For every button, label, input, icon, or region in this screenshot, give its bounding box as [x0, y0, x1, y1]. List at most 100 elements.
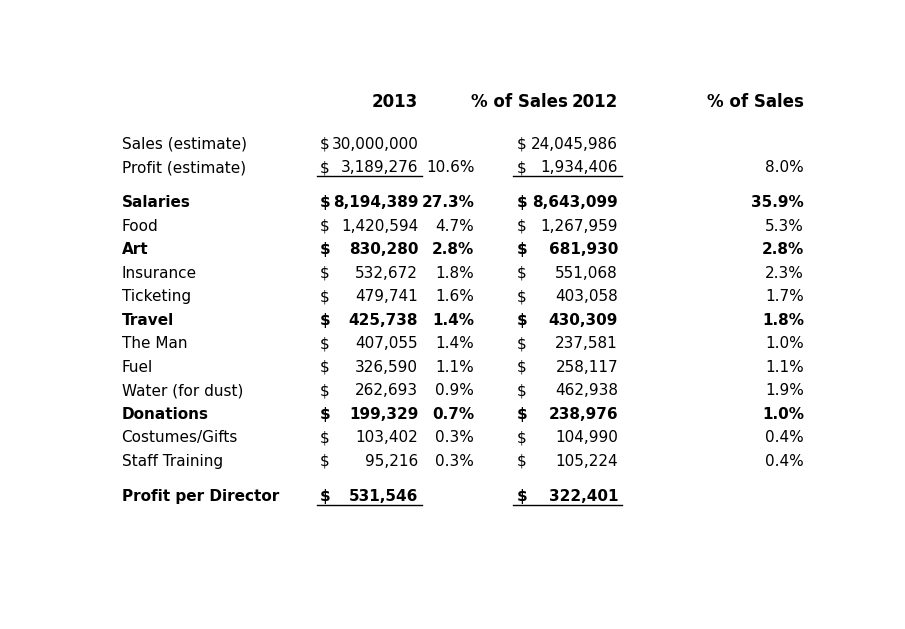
- Text: 4.7%: 4.7%: [435, 219, 474, 234]
- Text: 1.1%: 1.1%: [435, 360, 474, 375]
- Text: $: $: [517, 489, 527, 504]
- Text: 2.3%: 2.3%: [765, 266, 804, 281]
- Text: 322,401: 322,401: [548, 489, 618, 504]
- Text: $: $: [320, 136, 329, 152]
- Text: Profit (estimate): Profit (estimate): [121, 160, 245, 175]
- Text: Art: Art: [121, 242, 148, 257]
- Text: 1,420,594: 1,420,594: [341, 219, 418, 234]
- Text: % of Sales: % of Sales: [471, 93, 567, 111]
- Text: $: $: [320, 266, 329, 281]
- Text: 1.4%: 1.4%: [433, 313, 474, 328]
- Text: $: $: [517, 136, 526, 152]
- Text: 1.1%: 1.1%: [766, 360, 804, 375]
- Text: Food: Food: [121, 219, 158, 234]
- Text: 1.8%: 1.8%: [435, 266, 474, 281]
- Text: $: $: [320, 242, 330, 257]
- Text: Staff Training: Staff Training: [121, 454, 223, 469]
- Text: 1.0%: 1.0%: [762, 407, 804, 422]
- Text: 462,938: 462,938: [555, 383, 618, 398]
- Text: 8,643,099: 8,643,099: [532, 196, 618, 210]
- Text: $: $: [517, 160, 526, 175]
- Text: 1.9%: 1.9%: [765, 383, 804, 398]
- Text: 95,216: 95,216: [365, 454, 418, 469]
- Text: Salaries: Salaries: [121, 196, 190, 210]
- Text: 2013: 2013: [372, 93, 418, 111]
- Text: 0.3%: 0.3%: [435, 430, 474, 445]
- Text: Fuel: Fuel: [121, 360, 153, 375]
- Text: Ticketing: Ticketing: [121, 289, 191, 304]
- Text: 258,117: 258,117: [556, 360, 618, 375]
- Text: $: $: [320, 454, 329, 469]
- Text: The Man: The Man: [121, 337, 187, 352]
- Text: $: $: [320, 337, 329, 352]
- Text: 30,000,000: 30,000,000: [331, 136, 418, 152]
- Text: 2012: 2012: [572, 93, 618, 111]
- Text: $: $: [517, 266, 526, 281]
- Text: 237,581: 237,581: [556, 337, 618, 352]
- Text: $: $: [320, 430, 329, 445]
- Text: 0.7%: 0.7%: [433, 407, 474, 422]
- Text: $: $: [517, 337, 526, 352]
- Text: 8,194,389: 8,194,389: [333, 196, 418, 210]
- Text: 479,741: 479,741: [356, 289, 418, 304]
- Text: 551,068: 551,068: [556, 266, 618, 281]
- Text: $: $: [320, 289, 329, 304]
- Text: 24,045,986: 24,045,986: [531, 136, 618, 152]
- Text: $: $: [320, 489, 330, 504]
- Text: 103,402: 103,402: [356, 430, 418, 445]
- Text: 425,738: 425,738: [348, 313, 418, 328]
- Text: Travel: Travel: [121, 313, 174, 328]
- Text: 27.3%: 27.3%: [422, 196, 474, 210]
- Text: $: $: [320, 407, 330, 422]
- Text: $: $: [517, 430, 526, 445]
- Text: 1.0%: 1.0%: [766, 337, 804, 352]
- Text: $: $: [320, 196, 330, 210]
- Text: Costumes/Gifts: Costumes/Gifts: [121, 430, 238, 445]
- Text: 1.6%: 1.6%: [435, 289, 474, 304]
- Text: 3,189,276: 3,189,276: [340, 160, 418, 175]
- Text: $: $: [517, 242, 527, 257]
- Text: $: $: [517, 289, 526, 304]
- Text: 10.6%: 10.6%: [426, 160, 474, 175]
- Text: 430,309: 430,309: [548, 313, 618, 328]
- Text: Profit per Director: Profit per Director: [121, 489, 279, 504]
- Text: 35.9%: 35.9%: [751, 196, 804, 210]
- Text: Sales (estimate): Sales (estimate): [121, 136, 246, 152]
- Text: % of Sales: % of Sales: [707, 93, 804, 111]
- Text: 0.9%: 0.9%: [435, 383, 474, 398]
- Text: $: $: [320, 383, 329, 398]
- Text: 0.4%: 0.4%: [766, 430, 804, 445]
- Text: $: $: [517, 313, 527, 328]
- Text: 199,329: 199,329: [348, 407, 418, 422]
- Text: $: $: [517, 360, 526, 375]
- Text: $: $: [517, 407, 527, 422]
- Text: 326,590: 326,590: [356, 360, 418, 375]
- Text: 532,672: 532,672: [356, 266, 418, 281]
- Text: 104,990: 104,990: [556, 430, 618, 445]
- Text: $: $: [320, 160, 329, 175]
- Text: Insurance: Insurance: [121, 266, 196, 281]
- Text: 407,055: 407,055: [356, 337, 418, 352]
- Text: 531,546: 531,546: [348, 489, 418, 504]
- Text: 105,224: 105,224: [556, 454, 618, 469]
- Text: 0.3%: 0.3%: [435, 454, 474, 469]
- Text: $: $: [517, 196, 527, 210]
- Text: 2.8%: 2.8%: [432, 242, 474, 257]
- Text: 2.8%: 2.8%: [762, 242, 804, 257]
- Text: 1.4%: 1.4%: [435, 337, 474, 352]
- Text: 8.0%: 8.0%: [766, 160, 804, 175]
- Text: $: $: [320, 219, 329, 234]
- Text: $: $: [517, 454, 526, 469]
- Text: 1,934,406: 1,934,406: [540, 160, 618, 175]
- Text: 238,976: 238,976: [548, 407, 618, 422]
- Text: $: $: [320, 313, 330, 328]
- Text: 1.7%: 1.7%: [766, 289, 804, 304]
- Text: $: $: [517, 383, 526, 398]
- Text: 5.3%: 5.3%: [765, 219, 804, 234]
- Text: 0.4%: 0.4%: [766, 454, 804, 469]
- Text: $: $: [517, 219, 526, 234]
- Text: 681,930: 681,930: [548, 242, 618, 257]
- Text: Donations: Donations: [121, 407, 208, 422]
- Text: 262,693: 262,693: [355, 383, 418, 398]
- Text: $: $: [320, 360, 329, 375]
